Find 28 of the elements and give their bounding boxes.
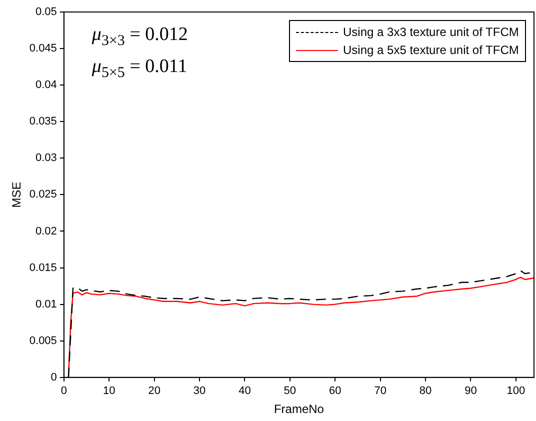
legend-label: Using a 5x5 texture unit of TFCM [343,43,519,57]
annotation: μ$_{5×5}$ = 0.011 [92,56,188,82]
y-tick-label: 0.05 [36,6,57,18]
x-tick-label: 60 [329,385,342,398]
y-tick-label: 0.04 [36,79,57,92]
x-tick-label: 100 [506,385,526,398]
x-tick-label: 30 [193,385,206,398]
x-tick-label: 10 [103,385,116,398]
y-tick-label: 0.03 [36,152,57,164]
x-tick-label: 40 [238,385,251,398]
y-tick-label: 0.02 [36,225,57,238]
x-tick-label: 0 [60,385,67,398]
y-tick-label: 0.025 [29,188,57,201]
y-tick-label: 0.01 [36,298,57,310]
annotation: μ$_{3×3}$ = 0.012 [92,24,188,50]
x-tick-label: 50 [284,385,296,398]
x-axis-title: FrameNo [274,402,324,416]
x-tick-label: 70 [374,385,386,398]
y-tick-label: 0 [50,371,57,384]
y-tick-label: 0.005 [29,334,57,347]
y-tick-label: 0.035 [29,116,57,128]
legend-label: Using a 3x3 texture unit of TFCM [343,25,519,39]
x-tick-label: 90 [464,385,477,398]
y-tick-label: 0.045 [29,42,57,55]
x-tick-label: 20 [148,385,160,398]
y-tick-label: 0.015 [29,262,57,274]
x-tick-label: 80 [419,385,432,398]
y-axis-title: MSE [10,182,24,208]
